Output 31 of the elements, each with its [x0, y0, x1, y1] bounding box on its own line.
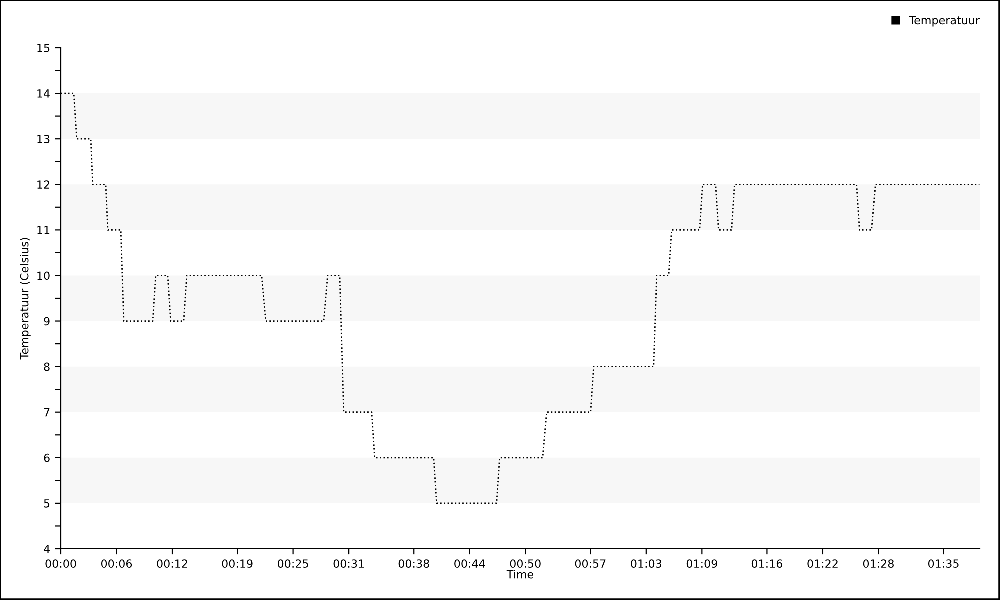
x-tick-label: 00:06 [101, 560, 132, 568]
x-tick-label: 00:25 [278, 560, 308, 568]
legend-label: Temperatuur [909, 16, 980, 27]
x-tick-label: 01:03 [631, 560, 662, 568]
x-tick-label: 01:28 [863, 560, 894, 568]
x-tick-label: 00:57 [575, 560, 606, 568]
y-tick-label: 15 [38, 44, 50, 52]
x-tick-label: 00:12 [157, 560, 188, 568]
y-tick-label: 4 [44, 545, 50, 554]
x-tick-label: 00:31 [334, 560, 364, 568]
y-tick-label: 10 [38, 272, 50, 280]
y-tick-label: 8 [44, 362, 50, 372]
y-tick-label: 11 [38, 226, 50, 234]
y-tick-label: 7 [44, 408, 50, 417]
x-tick-label: 00:19 [222, 560, 253, 568]
y-tick-label: 12 [38, 180, 50, 189]
x-tick-label: 00:50 [510, 560, 541, 568]
x-tick-label: 00:38 [398, 560, 430, 568]
y-tick-label: 13 [38, 135, 50, 144]
x-tick-label: 00:44 [454, 560, 486, 568]
x-tick-label: 01:16 [752, 560, 783, 568]
x-tick-label: 01:35 [928, 560, 959, 568]
x-axis-title: Time [506, 570, 534, 579]
y-tick-label: 6 [44, 454, 50, 462]
y-axis-title: Temperatuur (Celsius) [20, 238, 31, 360]
y-tick-label: 14 [38, 90, 50, 98]
y-tick-label: 5 [44, 500, 50, 508]
x-tick-label: 01:09 [686, 560, 718, 568]
x-tick-label: 00:00 [46, 560, 76, 568]
x-tick-label: 01:22 [808, 560, 838, 568]
y-tick-label: 9 [44, 317, 50, 326]
